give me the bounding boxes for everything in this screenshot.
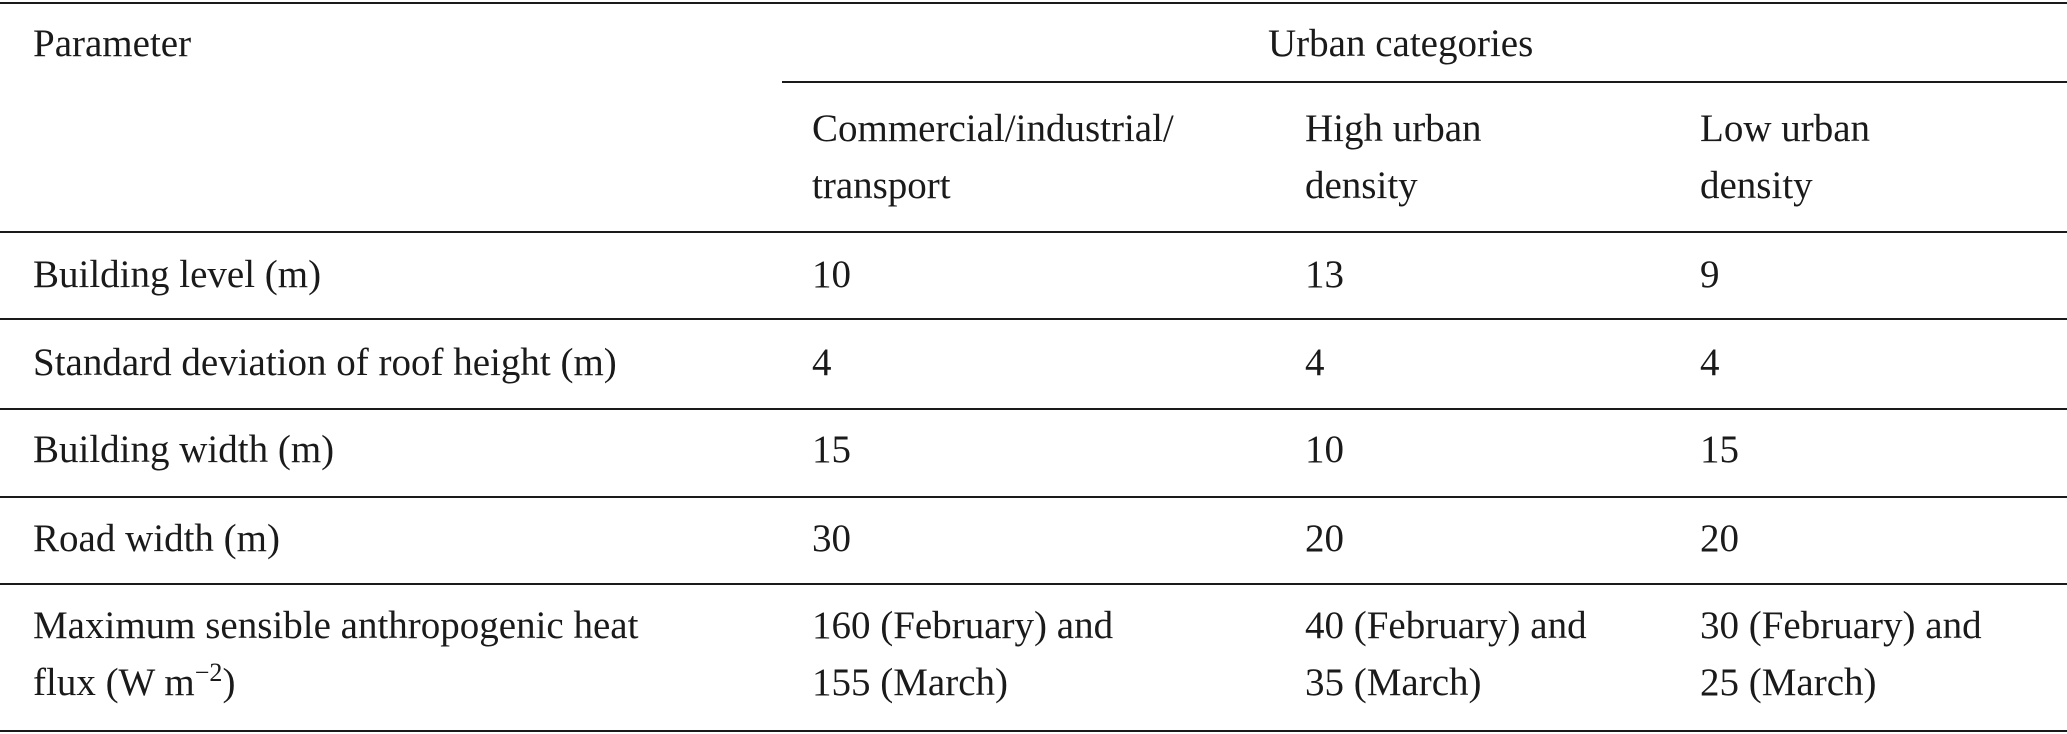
cell: 40 (February) and 35 (March) xyxy=(1305,597,1587,711)
text-line: 155 (March) xyxy=(812,661,1009,704)
cell: 4 xyxy=(812,341,832,384)
cell: 13 xyxy=(1305,253,1344,296)
cell: 30 xyxy=(812,517,851,560)
text-line: Commercial/industrial/ xyxy=(812,107,1174,150)
header-cell: High urban density xyxy=(1305,100,1482,214)
text-line: ) xyxy=(222,661,236,704)
cell: 20 xyxy=(1305,517,1344,560)
cell: 9 xyxy=(1700,253,1720,296)
cell: Maximum sensible anthropogenic heat flux … xyxy=(33,597,638,711)
cell: 4 xyxy=(1700,341,1720,384)
text-line: Low urban xyxy=(1700,107,1871,150)
text-line: Maximum sensible anthropogenic heat xyxy=(33,604,639,647)
rule xyxy=(0,231,2067,233)
row-label: Building level (m) xyxy=(33,253,322,296)
text-line: 25 (March) xyxy=(1700,661,1877,704)
rule xyxy=(0,730,2067,732)
cell: 10 xyxy=(812,253,851,296)
cell: 10 xyxy=(1305,428,1344,471)
rule xyxy=(0,318,2067,320)
text-line: flux (W m xyxy=(33,661,195,704)
rule xyxy=(0,583,2067,585)
text-line: density xyxy=(1305,164,1418,207)
cell: 30 (February) and 25 (March) xyxy=(1700,597,1982,711)
rule xyxy=(0,2,2067,4)
rule xyxy=(782,81,2067,83)
row-label: Building width (m) xyxy=(33,428,335,471)
header-group: Urban categories xyxy=(1268,22,1534,65)
superscript: −2 xyxy=(194,658,223,687)
row-label: Standard deviation of roof height (m) xyxy=(33,341,617,384)
text-line: 35 (March) xyxy=(1305,661,1482,704)
text-line: High urban xyxy=(1305,107,1482,150)
text-line: density xyxy=(1700,164,1813,207)
text-line: 160 (February) and xyxy=(812,604,1114,647)
header-cell: Low urban density xyxy=(1700,100,1870,214)
cell: 15 xyxy=(1700,428,1739,471)
cell: 20 xyxy=(1700,517,1739,560)
rule xyxy=(0,408,2067,410)
cell: 160 (February) and 155 (March) xyxy=(812,597,1113,711)
text-line: 40 (February) and xyxy=(1305,604,1587,647)
text-line: 30 (February) and xyxy=(1700,604,1982,647)
row-label: Road width (m) xyxy=(33,517,280,560)
cell: 15 xyxy=(812,428,851,471)
header-cell: Parameter xyxy=(33,22,192,65)
cell: 4 xyxy=(1305,341,1325,384)
text-line: transport xyxy=(812,164,951,207)
rule xyxy=(0,496,2067,498)
header-cell: Commercial/industrial/transport xyxy=(812,100,1174,214)
